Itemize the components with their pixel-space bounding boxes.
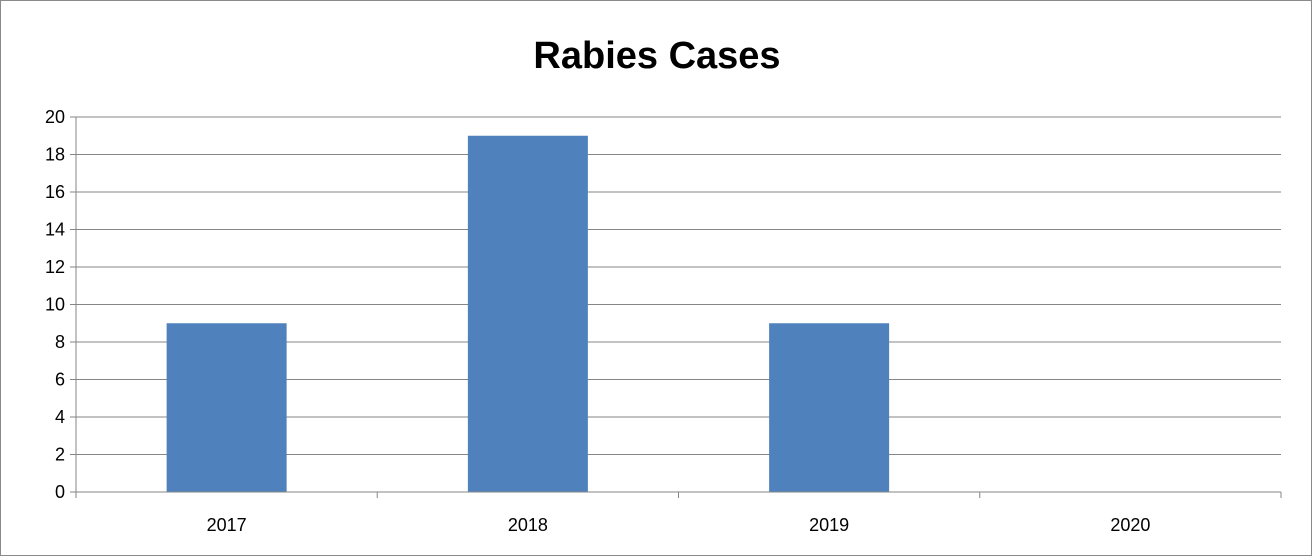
y-tick-label: 6 [55, 370, 65, 390]
x-tick-label: 2019 [809, 515, 849, 535]
bars [167, 136, 890, 492]
y-tick-label: 12 [45, 257, 65, 277]
y-tick-label: 4 [55, 407, 65, 427]
bar-2018 [468, 136, 588, 492]
y-tick-label: 14 [45, 220, 65, 240]
x-tick-label: 2017 [207, 515, 247, 535]
x-tick-label: 2020 [1110, 515, 1150, 535]
y-tick-label: 18 [45, 145, 65, 165]
y-tick-label: 16 [45, 182, 65, 202]
y-tick-label: 2 [55, 445, 65, 465]
y-tick-label: 0 [55, 482, 65, 502]
y-tick-label: 10 [45, 295, 65, 315]
bar-2017 [167, 323, 287, 492]
x-tick-label: 2018 [508, 515, 548, 535]
y-tick-label: 20 [45, 107, 65, 127]
bar-2019 [769, 323, 889, 492]
y-tick-label: 8 [55, 332, 65, 352]
